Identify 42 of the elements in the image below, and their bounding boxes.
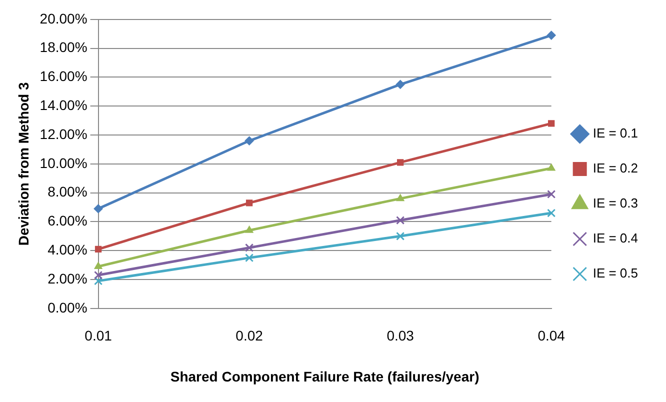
point xyxy=(546,30,556,40)
point xyxy=(396,80,405,89)
y-tick-label: 12.00% xyxy=(40,126,88,142)
y-tick-label: 14.00% xyxy=(40,96,88,113)
legend-label: IE = 0.2 xyxy=(592,160,638,176)
x-tick-label: 0.04 xyxy=(538,328,566,344)
point xyxy=(396,159,404,166)
point xyxy=(547,164,556,171)
point xyxy=(396,194,404,202)
y-tick-label: 4.00% xyxy=(48,241,88,258)
point xyxy=(396,216,405,225)
point xyxy=(245,254,254,262)
point xyxy=(94,276,103,286)
x-tick-label: 0.02 xyxy=(236,328,264,344)
y-tick-label: 6.00% xyxy=(48,212,88,229)
point xyxy=(396,232,405,240)
y-tick-label: 0.00% xyxy=(48,299,88,316)
point xyxy=(94,262,102,269)
legend-label: IE = 0.4 xyxy=(592,230,638,246)
point xyxy=(245,226,254,233)
y-tick-label: 20.00% xyxy=(40,10,88,26)
point xyxy=(246,200,253,206)
point xyxy=(547,190,556,199)
x-tick-label: 0.03 xyxy=(386,328,414,344)
x-axis-title: Shared Component Failure Rate (failures/year) xyxy=(170,368,480,384)
point xyxy=(244,136,254,146)
legend-label: IE = 0.5 xyxy=(592,266,638,281)
point xyxy=(94,246,102,252)
y-tick-label: 16.00% xyxy=(40,68,88,84)
point xyxy=(245,243,254,252)
point xyxy=(548,120,555,127)
y-axis-title: Deviation from Method 3 xyxy=(15,82,32,246)
y-tick-label: 18.00% xyxy=(40,39,88,56)
legend-label: IE = 0.3 xyxy=(592,196,638,211)
point xyxy=(94,204,103,214)
y-tick-label: 10.00% xyxy=(40,154,88,171)
point xyxy=(547,208,556,218)
point xyxy=(94,270,103,280)
x-tick-label: 0.01 xyxy=(84,328,112,344)
legend-label: IE = 0.1 xyxy=(592,126,638,141)
y-tick-label: 2.00% xyxy=(48,270,88,286)
y-tick-label: 8.00% xyxy=(48,184,88,200)
